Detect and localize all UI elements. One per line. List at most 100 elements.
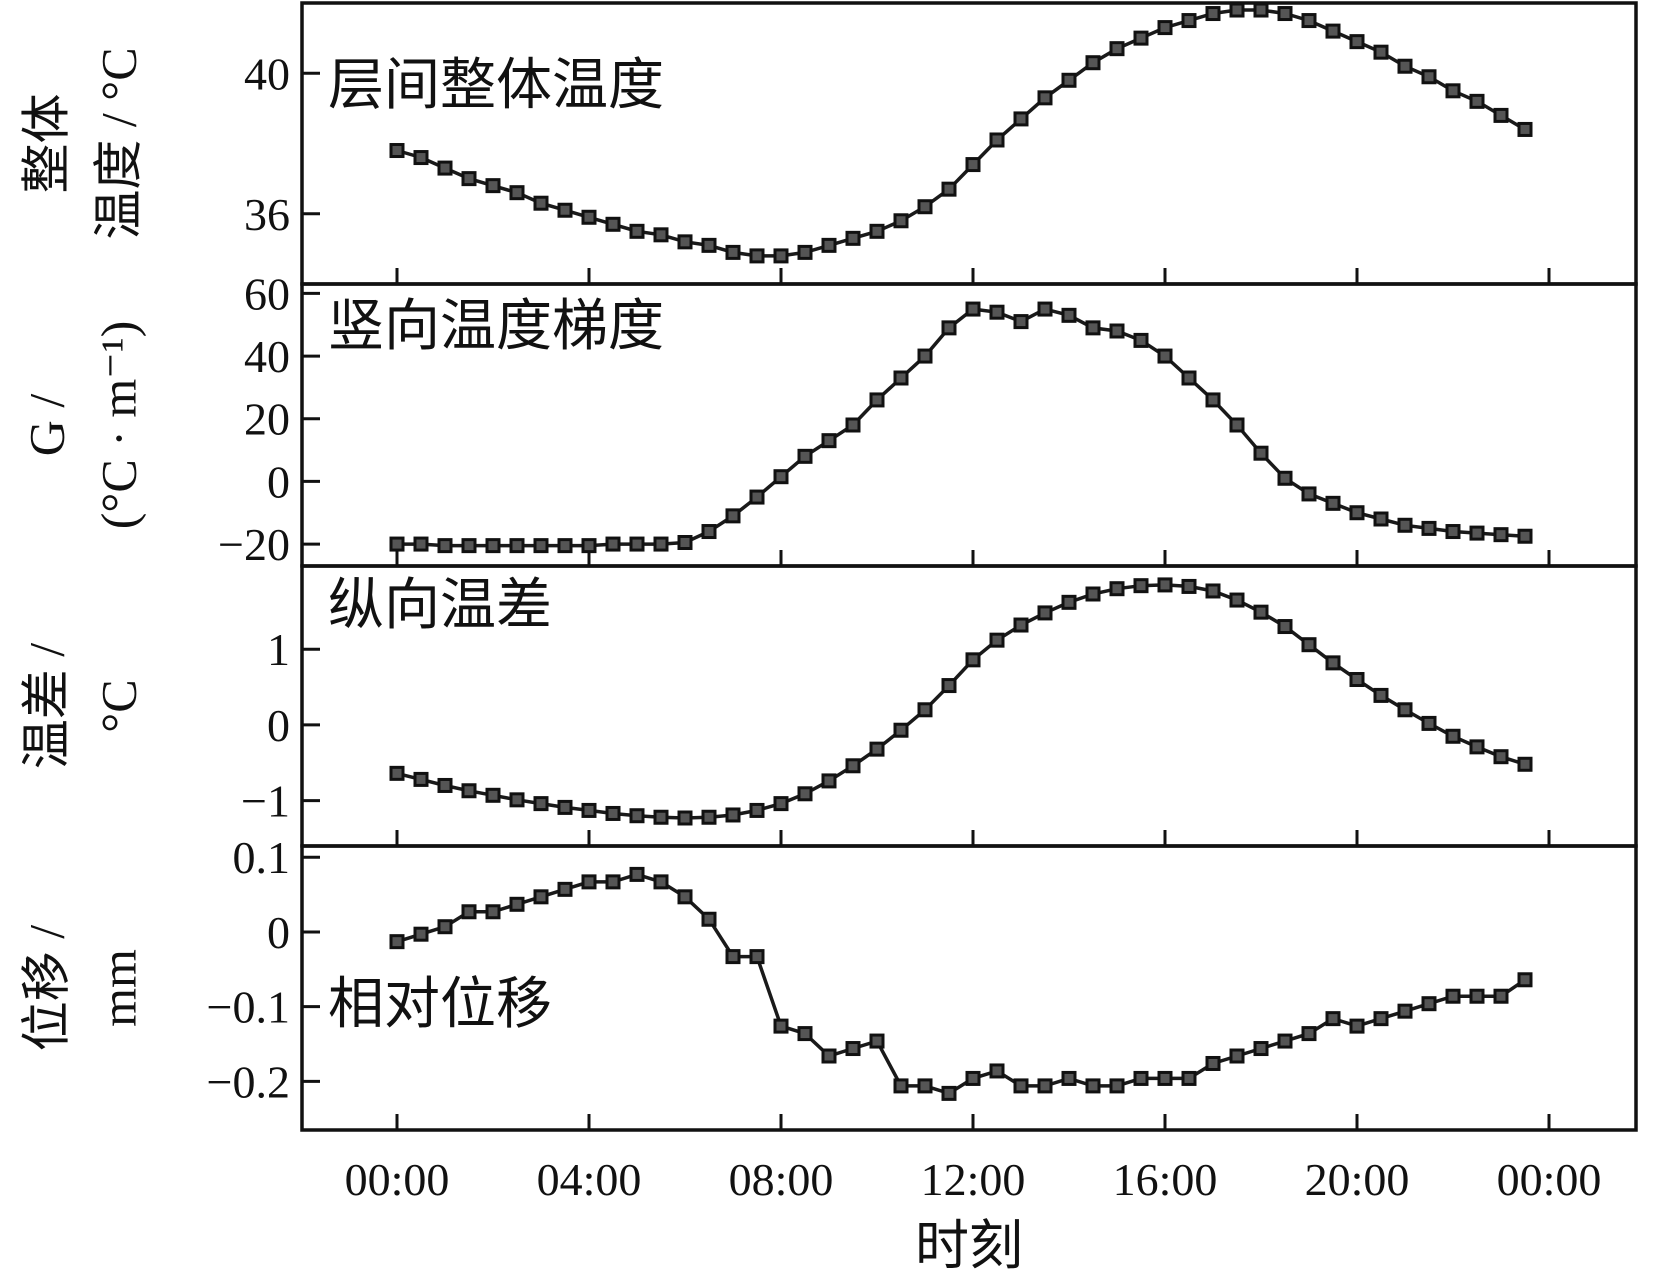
data-point-4: [605, 874, 621, 890]
data-point-2: [533, 538, 549, 554]
y-tick-label-4: −0.1: [207, 982, 290, 1033]
data-point-2: [461, 538, 477, 554]
data-point-4: [1229, 1048, 1245, 1064]
data-point-3: [917, 702, 933, 718]
data-point-3: [509, 792, 525, 808]
y-tick-label-2: 0: [267, 456, 290, 507]
y-tick-label-1: 36: [244, 189, 290, 240]
data-point-2: [1205, 392, 1221, 408]
data-point-3: [1373, 687, 1389, 703]
data-point-3: [797, 786, 813, 802]
data-point-3: [629, 808, 645, 824]
data-point-4: [725, 949, 741, 965]
data-point-4: [1037, 1078, 1053, 1094]
data-point-2: [965, 301, 981, 317]
data-point-2: [605, 536, 621, 552]
y-tick-label-4: 0.1: [233, 832, 291, 883]
data-point-3: [1013, 617, 1029, 633]
data-point-3: [437, 777, 453, 793]
data-point-4: [1493, 988, 1509, 1004]
data-point-4: [461, 904, 477, 920]
data-point-1: [653, 227, 669, 243]
x-tick-label: 08:00: [729, 1154, 834, 1205]
y-tick-label-2: 60: [244, 268, 290, 319]
data-point-2: [1277, 470, 1293, 486]
data-point-4: [1397, 1003, 1413, 1019]
data-point-1: [893, 213, 909, 229]
data-point-1: [389, 143, 405, 159]
x-tick-label: 20:00: [1305, 1154, 1410, 1205]
x-tick-label: 00:00: [1497, 1154, 1602, 1205]
data-point-4: [749, 949, 765, 965]
data-point-2: [1493, 527, 1509, 543]
data-point-2: [797, 448, 813, 464]
data-point-1: [1133, 30, 1149, 46]
data-point-1: [1397, 58, 1413, 74]
y-tick-label-2: 20: [244, 394, 290, 445]
data-point-1: [581, 209, 597, 225]
data-point-1: [437, 160, 453, 176]
data-point-4: [1253, 1041, 1269, 1057]
data-point-2: [1445, 524, 1461, 540]
panel-frame-1: [300, 1, 1638, 286]
data-point-1: [965, 157, 981, 173]
data-point-2: [389, 536, 405, 552]
data-point-3: [869, 741, 885, 757]
data-point-3: [725, 807, 741, 823]
y-axis-label-4: mm: [91, 949, 147, 1027]
data-point-1: [1445, 83, 1461, 99]
data-point-1: [1301, 13, 1317, 29]
data-point-4: [533, 889, 549, 905]
data-point-1: [485, 178, 501, 194]
data-point-2: [1181, 370, 1197, 386]
data-point-2: [1133, 332, 1149, 348]
data-point-2: [845, 417, 861, 433]
data-point-3: [1421, 715, 1437, 731]
data-point-4: [677, 889, 693, 905]
data-point-3: [1325, 655, 1341, 671]
y-axis-label-2: (°C · m⁻¹): [91, 321, 147, 530]
data-point-1: [1469, 93, 1485, 109]
data-point-2: [437, 538, 453, 554]
y-tick-label-2: 40: [244, 331, 290, 382]
data-point-4: [917, 1078, 933, 1094]
data-point-3: [1277, 619, 1293, 635]
data-point-2: [1349, 505, 1365, 521]
data-point-4: [1133, 1070, 1149, 1086]
data-point-1: [1229, 2, 1245, 18]
data-point-1: [1109, 41, 1125, 57]
data-point-4: [1349, 1018, 1365, 1034]
data-point-4: [557, 881, 573, 897]
data-point-3: [845, 758, 861, 774]
data-point-2: [749, 489, 765, 505]
y-tick-label-3: 1: [267, 624, 290, 675]
data-point-4: [1109, 1078, 1125, 1094]
data-point-1: [797, 244, 813, 260]
data-point-1: [461, 171, 477, 187]
data-point-3: [1037, 605, 1053, 621]
data-point-2: [1421, 520, 1437, 536]
data-point-3: [1517, 756, 1533, 772]
data-point-1: [557, 202, 573, 218]
data-point-3: [941, 678, 957, 694]
data-point-1: [1349, 34, 1365, 50]
data-point-1: [1181, 13, 1197, 29]
data-point-1: [605, 216, 621, 232]
data-point-3: [485, 787, 501, 803]
data-point-1: [1493, 107, 1509, 123]
panel-title-1: 层间整体温度: [328, 55, 664, 117]
data-point-2: [1325, 495, 1341, 511]
data-point-3: [389, 765, 405, 781]
data-point-4: [845, 1041, 861, 1057]
data-point-4: [821, 1048, 837, 1064]
data-point-2: [1157, 348, 1173, 364]
data-point-2: [917, 348, 933, 364]
data-point-2: [629, 536, 645, 552]
data-point-2: [701, 524, 717, 540]
y-tick-label-2: −20: [218, 519, 290, 570]
data-point-1: [1277, 6, 1293, 22]
data-point-2: [1301, 486, 1317, 502]
data-point-1: [1037, 90, 1053, 106]
data-point-3: [1445, 728, 1461, 744]
